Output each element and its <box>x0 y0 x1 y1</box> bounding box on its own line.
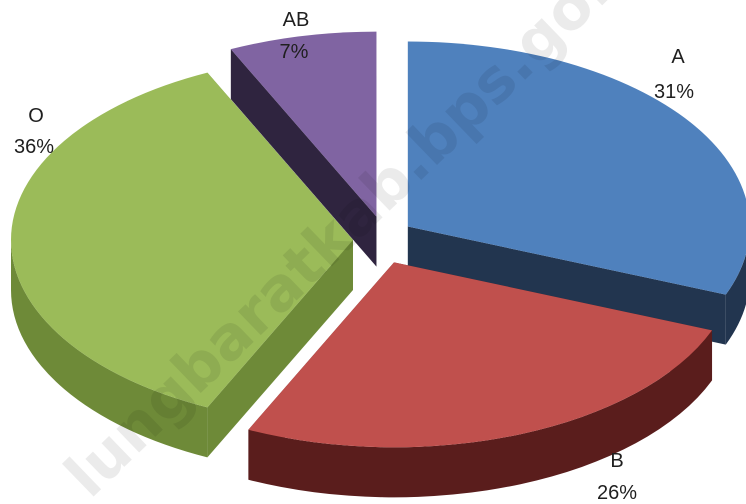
slice-a-outer-wall-0 <box>725 253 746 345</box>
slice-a-top <box>407 41 746 295</box>
label-a-name: A <box>671 46 685 68</box>
label-b-name: B <box>610 450 623 472</box>
slice-ab <box>230 31 377 267</box>
label-b-percent: 26% <box>597 482 637 504</box>
slice-b <box>248 262 713 498</box>
slice-b-top <box>248 262 713 448</box>
slice-b-outer-wall-0 <box>248 330 713 498</box>
pie-labels: A 31% B 26% O 36% AB 7% <box>14 9 694 504</box>
slice-a <box>407 41 746 345</box>
slice-ab-cut-face-0 <box>230 49 377 267</box>
slice-ab-top <box>230 31 377 217</box>
slice-a-cut-face-1 <box>407 226 726 345</box>
slice-o-cut-face-0 <box>207 240 353 458</box>
label-o-name: O <box>28 105 44 127</box>
pie-slices <box>10 31 746 498</box>
label-ab-percent: 7% <box>280 41 309 63</box>
label-ab-name: AB <box>283 9 310 31</box>
slice-o <box>10 72 353 458</box>
label-o-percent: 36% <box>14 136 54 158</box>
slice-o-top <box>10 72 353 408</box>
label-a-percent: 31% <box>654 81 694 103</box>
slice-o-outer-wall-0 <box>11 240 208 458</box>
